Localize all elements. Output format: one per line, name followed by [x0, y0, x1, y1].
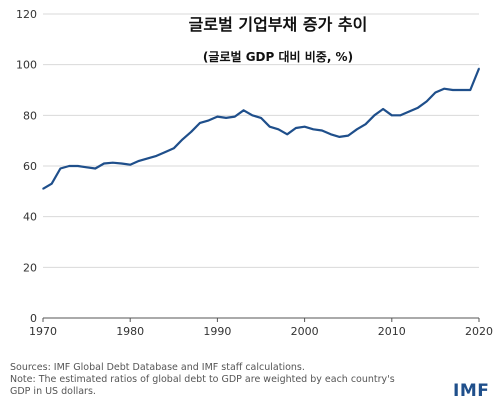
data-point — [216, 115, 219, 118]
source-notes: Sources: IMF Global Debt Database and IM… — [10, 362, 450, 398]
data-point — [382, 108, 384, 110]
data-point — [85, 166, 88, 169]
data-point — [469, 89, 472, 91]
data-point — [303, 125, 306, 128]
imf-logo: IMF — [453, 381, 490, 401]
data-point — [129, 163, 131, 166]
y-tick-label: 0 — [30, 312, 37, 325]
data-point — [364, 123, 367, 125]
axes — [42, 317, 480, 322]
x-tick-label: 2020 — [465, 325, 493, 338]
x-tick-label: 2000 — [291, 325, 319, 338]
data-point — [391, 114, 393, 117]
data-point — [329, 133, 332, 136]
data-point — [111, 161, 114, 164]
data-point — [199, 122, 201, 124]
data-point — [373, 114, 376, 117]
data-point — [207, 119, 210, 122]
gridlines — [43, 13, 479, 268]
y-tick-label: 120 — [16, 8, 37, 21]
data-point — [234, 115, 236, 118]
data-point — [42, 188, 44, 190]
y-tick-label: 40 — [23, 211, 37, 224]
data-point — [356, 128, 358, 131]
data-point — [103, 162, 105, 165]
data-point — [425, 100, 428, 103]
data-point — [277, 128, 280, 131]
y-tick-label: 20 — [23, 261, 37, 274]
data-point — [452, 89, 454, 91]
data-point — [50, 182, 53, 185]
chart-title: 글로벌 기업부채 증가 추이 — [188, 15, 368, 34]
data-point — [181, 138, 184, 141]
y-tick-label: 80 — [23, 109, 37, 122]
chart-subtitle: (글로벌 GDP 대비 비중, %) — [202, 50, 354, 64]
y-tick-label: 60 — [23, 160, 37, 173]
data-point — [268, 125, 271, 128]
x-tick-label: 2010 — [378, 325, 406, 338]
data-point — [460, 89, 463, 91]
tick-labels: 0 20 40 60 80 100 120 1970 1980 1990 2000 2010 2020 — [16, 8, 493, 338]
data-point — [478, 67, 480, 70]
series-line — [42, 68, 481, 190]
data-point — [260, 117, 262, 119]
data-point — [146, 157, 149, 160]
data-point — [321, 129, 323, 132]
data-point — [347, 134, 350, 137]
x-tick-label: 1970 — [29, 325, 57, 338]
data-point — [443, 87, 445, 90]
data-point — [251, 114, 254, 117]
data-point — [408, 110, 411, 113]
data-point — [417, 106, 419, 109]
data-point — [173, 147, 175, 150]
source-note-line: GDP in US dollars. — [10, 386, 96, 397]
source-note-line: Sources: IMF Global Debt Database and IM… — [10, 362, 305, 373]
data-point — [164, 151, 166, 153]
data-point — [138, 160, 140, 162]
series — [42, 67, 481, 190]
data-point — [120, 162, 123, 165]
data-point — [399, 114, 402, 117]
data-point — [225, 117, 227, 119]
data-point — [242, 109, 245, 112]
data-point — [77, 165, 79, 167]
data-point — [94, 167, 97, 170]
data-point — [295, 127, 297, 129]
data-point — [155, 155, 158, 157]
data-point — [286, 133, 288, 136]
data-point — [338, 136, 341, 138]
data-point — [434, 91, 437, 94]
x-tick-label: 1990 — [203, 325, 231, 338]
x-tick-label: 1980 — [116, 325, 144, 338]
data-point — [68, 165, 70, 167]
y-tick-label: 100 — [16, 59, 37, 72]
data-point — [59, 167, 62, 170]
data-point — [190, 131, 193, 133]
data-point — [312, 128, 315, 131]
source-note-line: Note: The estimated ratios of global deb… — [10, 374, 395, 385]
